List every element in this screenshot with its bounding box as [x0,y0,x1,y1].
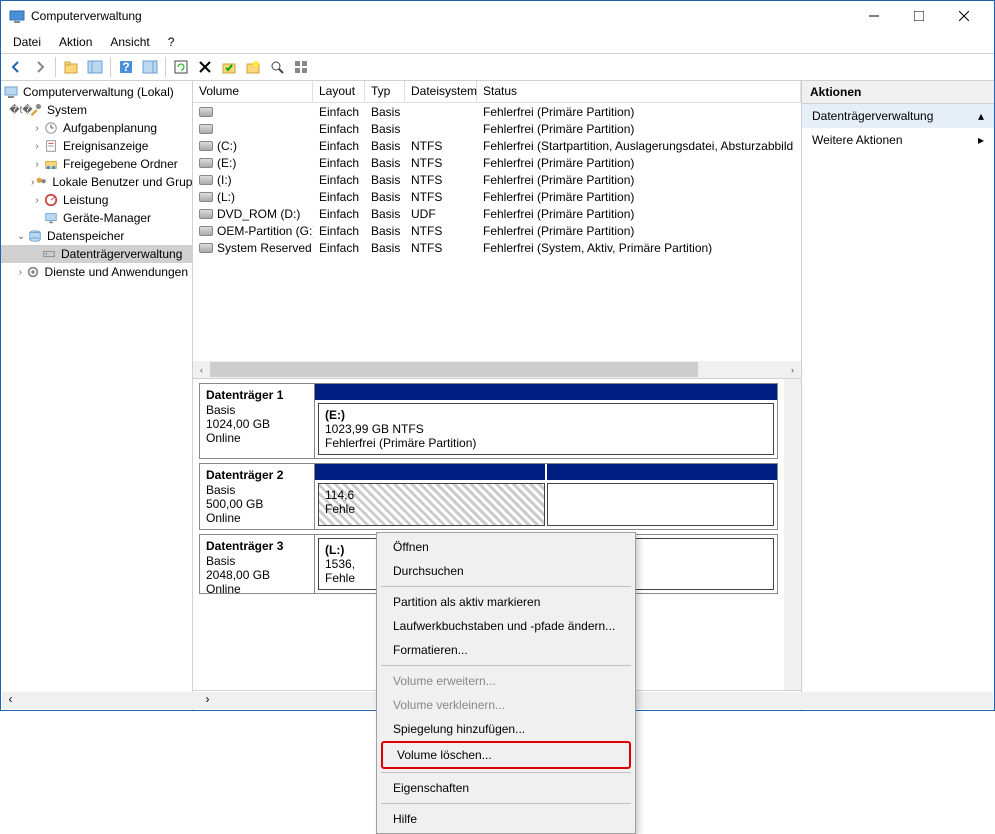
disk-vscroll[interactable] [784,379,801,690]
event-icon [43,138,59,154]
tree-item[interactable]: ›Freigegebene Ordner [1,155,192,173]
panel2-icon[interactable] [139,56,161,78]
menu-help[interactable]: ? [160,33,183,51]
tree-item[interactable]: ›Leistung [1,191,192,209]
tree-datenspeicher[interactable]: ⌄ Datenspeicher [1,227,192,245]
performance-icon [43,192,59,208]
settings-icon[interactable] [290,56,312,78]
volume-row[interactable]: (C:)EinfachBasisNTFSFehlerfrei (Startpar… [193,137,801,154]
volume-row[interactable]: EinfachBasisFehlerfrei (Primäre Partitio… [193,103,801,120]
ctx-properties[interactable]: Eigenschaften [379,776,633,800]
partition[interactable]: (E:)1023,99 GB NTFSFehlerfrei (Primäre P… [318,403,774,455]
submenu-icon: ▸ [978,133,984,147]
titlebar[interactable]: Computerverwaltung [1,1,994,31]
tree-item[interactable]: ›Ereignisanzeige [1,137,192,155]
zoom-icon[interactable] [266,56,288,78]
menu-file[interactable]: Datei [5,33,49,51]
app-icon [9,8,25,24]
maximize-button[interactable] [896,1,941,31]
ctx-shrink: Volume verkleinern... [379,693,633,717]
tree-item[interactable]: ›Aufgabenplanung [1,119,192,137]
tree-root[interactable]: Computerverwaltung (Lokal) [1,83,192,101]
context-menu: Öffnen Durchsuchen Partition als aktiv m… [376,532,636,834]
ctx-mark-active[interactable]: Partition als aktiv markieren [379,590,633,614]
volume-row[interactable]: OEM-Partition (G:)EinfachBasisNTFSFehler… [193,222,801,239]
tree-disk-management[interactable]: Datenträgerverwaltung [1,245,192,263]
actions-more[interactable]: Weitere Aktionen ▸ [802,128,994,152]
volume-header: Volume Layout Typ Dateisystem Status [193,81,801,103]
menu-action[interactable]: Aktion [51,33,100,51]
computer-icon [3,84,19,100]
volume-row[interactable]: EinfachBasisFehlerfrei (Primäre Partitio… [193,120,801,137]
navigation-tree[interactable]: Computerverwaltung (Lokal) �t� System ›A… [1,81,193,710]
tree-item[interactable]: Geräte-Manager [1,209,192,227]
volume-list[interactable]: EinfachBasisFehlerfrei (Primäre Partitio… [193,103,801,361]
ctx-open[interactable]: Öffnen [379,535,633,559]
ctx-format[interactable]: Formatieren... [379,638,633,662]
ctx-extend: Volume erweitern... [379,669,633,693]
shared-folder-icon [43,156,59,172]
col-filesystem[interactable]: Dateisystem [405,81,477,102]
caret-down-icon: �t� [15,105,27,116]
partition[interactable]: 114,6Fehle [318,483,545,526]
help-icon[interactable]: ? [115,56,137,78]
ctx-browse[interactable]: Durchsuchen [379,559,633,583]
check-icon[interactable] [218,56,240,78]
minimize-button[interactable] [851,1,896,31]
device-manager-icon [43,210,59,226]
refresh-icon[interactable] [170,56,192,78]
col-volume[interactable]: Volume [193,81,313,102]
volume-row[interactable]: (E:)EinfachBasisNTFSFehlerfrei (Primäre … [193,154,801,171]
window-title: Computerverwaltung [31,9,851,23]
tree-services[interactable]: › Dienste und Anwendungen [1,263,192,281]
up-icon[interactable] [60,56,82,78]
caret-down-icon: ⌄ [15,231,27,242]
storage-icon [27,228,43,244]
tools-icon [27,102,43,118]
col-status[interactable]: Status [477,81,801,102]
ctx-help[interactable]: Hilfe [379,807,633,831]
partition[interactable] [547,483,774,526]
collapse-icon: ▴ [978,109,984,123]
ctx-change-letter[interactable]: Laufwerkbuchstaben und -pfade ändern... [379,614,633,638]
volume-row[interactable]: DVD_ROM (D:)EinfachBasisUDFFehlerfrei (P… [193,205,801,222]
actions-header: Aktionen [802,81,994,104]
menubar: Datei Aktion Ansicht ? [1,31,994,53]
actions-panel: Aktionen Datenträgerverwaltung ▴ Weitere… [802,81,994,710]
tree-system[interactable]: �t� System [1,101,192,119]
ctx-mirror[interactable]: Spiegelung hinzufügen... [379,717,633,741]
menu-view[interactable]: Ansicht [102,33,157,51]
disk[interactable]: Datenträger 1Basis1024,00 GBOnline(E:)10… [199,383,778,459]
services-icon [26,264,41,280]
panel-icon[interactable] [84,56,106,78]
ctx-delete-volume[interactable]: Volume löschen... [383,743,629,767]
volume-row[interactable]: (L:)EinfachBasisNTFSFehlerfrei (Primäre … [193,188,801,205]
back-button[interactable] [5,56,27,78]
close-button[interactable] [941,1,986,31]
disk[interactable]: Datenträger 2Basis500,00 GBOnline114,6Fe… [199,463,778,530]
volume-row[interactable]: System ReservedEinfachBasisNTFSFehlerfre… [193,239,801,256]
new-icon[interactable] [242,56,264,78]
clock-icon [43,120,59,136]
volume-row[interactable]: (I:)EinfachBasisNTFSFehlerfrei (Primäre … [193,171,801,188]
actions-disk-mgmt[interactable]: Datenträgerverwaltung ▴ [802,104,994,128]
delete-icon[interactable] [194,56,216,78]
toolbar: ? [1,53,994,81]
disk-mgmt-icon [41,246,57,262]
users-icon [34,174,48,190]
volume-hscroll[interactable]: ‹ › [193,361,801,378]
scroll-right-icon[interactable]: › [784,361,801,378]
forward-button[interactable] [29,56,51,78]
svg-text:?: ? [122,60,129,74]
scroll-left-icon[interactable]: ‹ [193,361,210,378]
tree-item[interactable]: ›Lokale Benutzer und Gruppen [1,173,192,191]
col-layout[interactable]: Layout [313,81,365,102]
col-type[interactable]: Typ [365,81,405,102]
